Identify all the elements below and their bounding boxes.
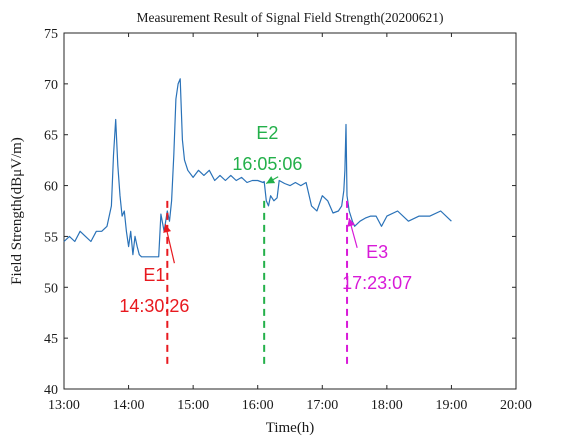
y-tick-label: 70	[44, 78, 58, 93]
y-tick-label: 75	[44, 27, 58, 42]
event-time: 14:30:26	[119, 296, 189, 316]
y-tick-label: 65	[44, 129, 58, 144]
event-e3: E3 17:23:07	[342, 200, 412, 369]
x-tick-label: 16:00	[242, 398, 274, 413]
x-tick-label: 19:00	[435, 398, 467, 413]
event-label: E2	[256, 123, 278, 143]
event-time: 16:05:06	[232, 154, 302, 174]
x-tick-label: 18:00	[371, 398, 403, 413]
x-tick-label: 20:00	[500, 398, 532, 413]
event-label: E1	[143, 265, 165, 285]
event-arrowhead	[347, 218, 356, 227]
series-line	[63, 78, 452, 258]
x-tick-label: 14:00	[113, 398, 145, 413]
axis-ticks: 13:00 14:00 15:00 16:00 17:00 18:00 19:00 20:00…	[44, 27, 532, 413]
event-time: 17:23:07	[342, 273, 412, 293]
x-tick-label: 13:00	[48, 398, 80, 413]
series-layer	[63, 78, 452, 258]
y-tick-label: 45	[44, 332, 58, 347]
event-e1: E1 14:30:26	[119, 200, 189, 369]
event-annotations: E1 14:30:26 E2 16:05:06 E3 17:23:07	[119, 123, 412, 369]
x-tick-label: 15:00	[177, 398, 209, 413]
y-tick-label: 40	[44, 383, 58, 398]
event-arrowhead	[266, 176, 276, 184]
y-tick-label: 60	[44, 180, 58, 195]
event-label: E3	[366, 242, 388, 262]
y-tick-label: 55	[44, 230, 58, 245]
plot-area	[63, 32, 517, 390]
y-tick-label: 50	[44, 281, 58, 296]
event-e2: E2 16:05:06	[232, 123, 302, 369]
event-arrowhead	[163, 224, 172, 233]
x-tick-label: 17:00	[306, 398, 338, 413]
x-axis-label: Time(h)	[266, 420, 315, 436]
y-axis-label: Field Strength(dBμV/m)	[9, 137, 25, 285]
chart-title: Measurement Result of Signal Field Stren…	[136, 10, 443, 25]
